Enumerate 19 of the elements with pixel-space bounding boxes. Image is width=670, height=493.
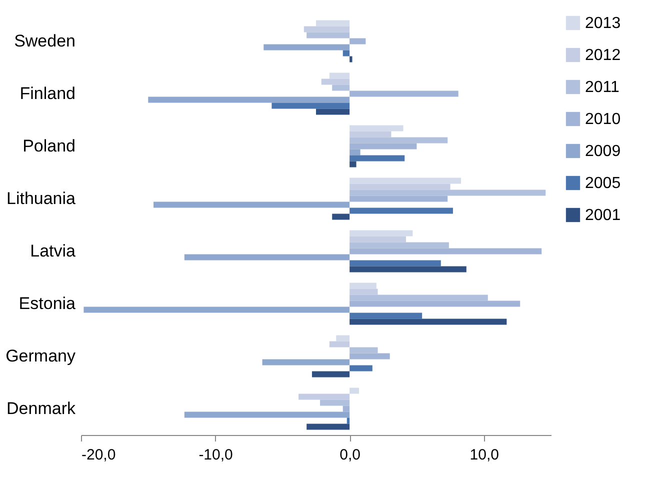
- y-tick-label: Poland: [22, 136, 76, 156]
- x-tick-label: -20,0: [82, 446, 116, 464]
- legend-label: 2005: [585, 175, 621, 192]
- y-tick-label: Latvia: [30, 241, 76, 260]
- legend-label: 2010: [585, 111, 621, 128]
- y-tick-label: Sweden: [14, 31, 76, 50]
- legend-label: 2013: [585, 15, 621, 32]
- y-tick-label: Denmark: [6, 398, 76, 418]
- y-tick-label: Germany: [6, 346, 76, 366]
- legend-label: 2011: [585, 79, 620, 96]
- y-tick-label: Lithuania: [6, 188, 76, 208]
- legend-label: 2012: [585, 47, 621, 64]
- y-tick-label: Finland: [20, 84, 76, 103]
- x-tick-label: 0,0: [340, 446, 360, 464]
- legend-label: 2001: [585, 207, 621, 224]
- legend-label: 2009: [585, 143, 621, 160]
- x-tick-label: 10,0: [470, 446, 499, 464]
- x-tick-label: -10,0: [198, 446, 233, 464]
- y-tick-label: Estonia: [18, 294, 76, 313]
